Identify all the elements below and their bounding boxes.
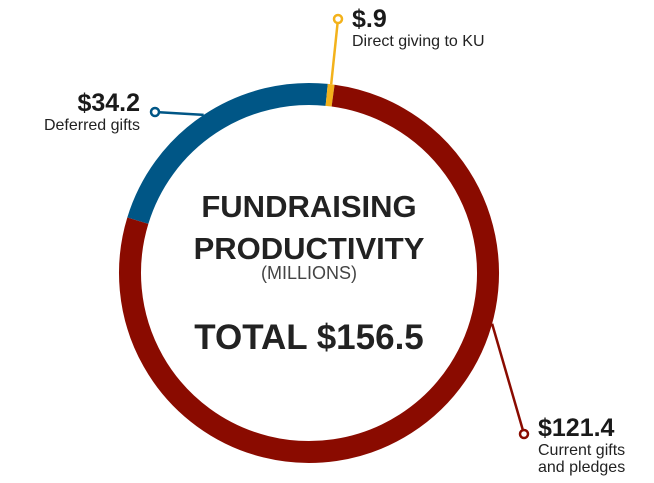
callout-label: $121.4 Current gifts and pledges — [538, 415, 654, 477]
category-label: Deferred gifts — [43, 117, 140, 135]
value-label: $34.2 — [77, 89, 140, 117]
callout-line — [490, 323, 526, 435]
callout-dot — [332, 13, 344, 25]
callout-line — [154, 110, 204, 117]
callout-dot — [149, 106, 161, 118]
value-label: $.9 — [352, 5, 387, 33]
callout-line — [329, 18, 340, 85]
callout-label: $.9 Direct giving to KU — [352, 6, 485, 51]
donut-segment — [325, 83, 335, 107]
chart-subtitle: (MILLIONS) — [260, 263, 357, 283]
category-label: Current gifts and pledges — [538, 442, 626, 477]
total-annotation: TOTAL $156.5 — [194, 318, 424, 357]
donut-segment — [119, 84, 499, 463]
callout-dot — [518, 428, 530, 440]
category-label: Direct giving to KU — [352, 33, 485, 51]
callout-label: $34.2 Deferred gifts — [44, 90, 140, 135]
value-label: $121.4 — [538, 414, 615, 442]
chart-title: FUNDRAISING PRODUCTIVITY — [193, 189, 425, 266]
donut-segment — [127, 83, 328, 224]
